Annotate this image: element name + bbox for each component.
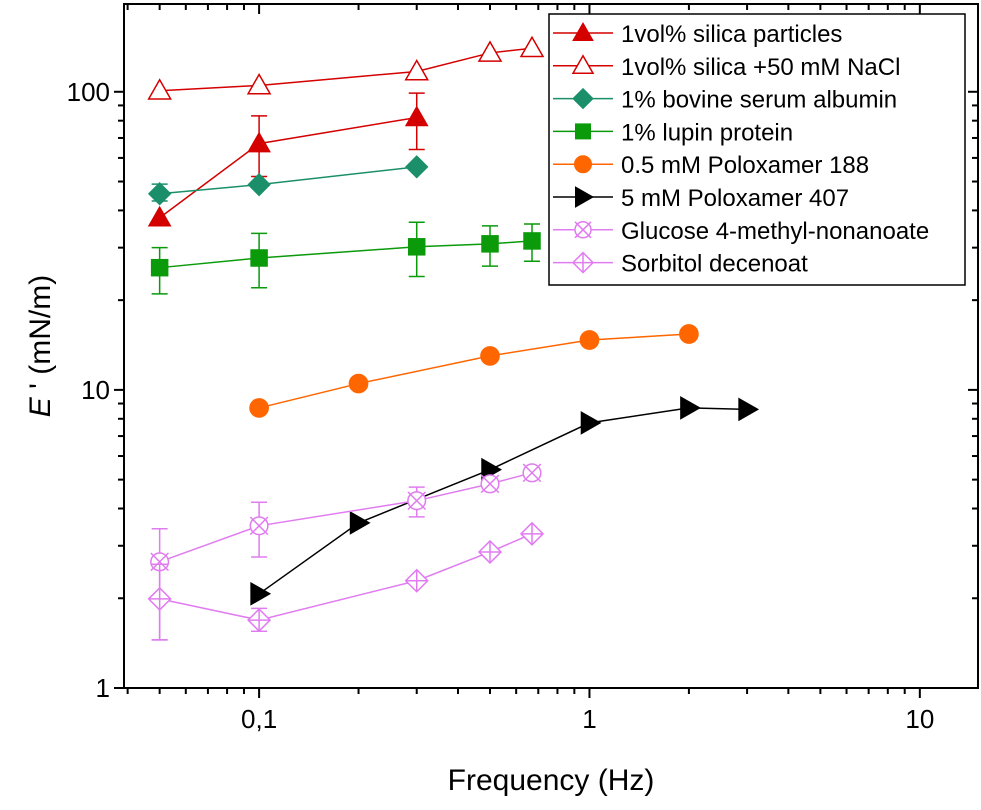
square-marker (150, 258, 169, 277)
diamond-plus-marker-cross (148, 587, 171, 610)
legend-item: 5 mM Poloxamer 407 (553, 185, 849, 212)
x-tick-label: 0,1 (241, 704, 277, 734)
y-axis-label: E ' (mN/m) (24, 275, 57, 417)
circle-x-marker-cross (574, 221, 592, 239)
series-line (159, 240, 533, 269)
plot-frame (123, 3, 979, 689)
triangle-right-marker (738, 397, 760, 422)
legend-label: 1% bovine serum albumin (621, 87, 897, 114)
triangle-up-marker (404, 58, 430, 81)
x-tick-label: 10 (905, 704, 934, 734)
circle-x-marker-cross (249, 516, 269, 536)
circle-marker (249, 398, 269, 418)
square-marker (407, 238, 426, 256)
legend-item: 1vol% silica +50 mM NaCl (553, 54, 900, 81)
circle-x-marker-cross (522, 463, 542, 483)
triangle-up-marker (477, 40, 503, 62)
circle-marker (574, 155, 592, 174)
legend-label: Glucose 4-methyl-nonanoate (621, 218, 929, 245)
triangle-right-marker (680, 396, 701, 420)
triangle-up-marker (247, 131, 271, 153)
square-marker (523, 232, 541, 250)
series-line (159, 472, 533, 563)
y-tick-label: 100 (67, 77, 110, 107)
triangle-right-marker (575, 186, 595, 208)
series-4 (249, 324, 699, 418)
series-line (159, 166, 417, 195)
legend-label: Sorbitol decenoat (621, 251, 808, 278)
triangle-up-marker (147, 78, 172, 100)
legend-item: 1% lupin protein (553, 119, 793, 146)
legend: 1vol% silica particles 1vol% silica +50 m… (548, 13, 966, 286)
triangle-up-marker (571, 54, 595, 75)
circle-marker (679, 324, 699, 344)
y-axis-label-unit: ' (mN/m) (24, 275, 57, 397)
square-marker (575, 123, 591, 140)
legend-label: 5 mM Poloxamer 407 (621, 185, 849, 212)
circle-marker (480, 346, 500, 366)
triangle-up-marker (519, 35, 545, 58)
triangle-up-marker (572, 21, 594, 41)
legend-item: 1% bovine serum albumin (553, 87, 897, 114)
triangle-up-marker (147, 205, 172, 227)
square-marker (481, 235, 499, 253)
series-line (159, 116, 417, 219)
circle-x-marker-cross (150, 552, 169, 572)
diamond-plus-marker-cross (521, 522, 544, 545)
series-2 (147, 155, 429, 206)
diamond-plus-marker-cross (479, 540, 502, 563)
circle-marker (579, 330, 600, 350)
legend-label: 0.5 mM Poloxamer 188 (621, 152, 869, 179)
circle-x-marker-cross (407, 491, 427, 511)
y-tick-label: 1 (96, 673, 110, 703)
y-axis-label-symbol: E (24, 396, 57, 417)
legend-label: 1% lupin protein (621, 119, 793, 146)
series-1 (147, 35, 545, 100)
x-axis-label: Frequency (Hz) (448, 764, 655, 797)
triangle-up-marker (404, 105, 429, 127)
series-5 (250, 396, 760, 606)
diamond-marker (147, 182, 172, 206)
circle-x-marker-cross (480, 474, 500, 494)
diamond-marker (405, 155, 429, 179)
legend-item: Glucose 4-methyl-nonanoate (553, 218, 929, 245)
series-7 (147, 521, 545, 641)
circle-marker (348, 373, 369, 394)
x-tick-label: 1 (582, 704, 596, 734)
triangle-up-marker (246, 72, 272, 95)
diamond-plus-marker-cross (248, 609, 271, 632)
diamond-plus-marker-cross (405, 569, 428, 592)
plot-marks (147, 35, 760, 641)
legend-label: 1vol% silica +50 mM NaCl (621, 54, 900, 81)
triangle-right-marker (580, 411, 602, 435)
y-tick-label: 10 (81, 375, 110, 405)
legend-item: 0.5 mM Poloxamer 188 (553, 152, 869, 179)
axis-ticks: 0,1 1 10 1 10 100 (67, 4, 978, 734)
series-3 (150, 221, 541, 295)
triangle-right-marker (250, 581, 272, 606)
series-6 (150, 463, 542, 641)
square-marker (250, 249, 268, 267)
series-line (159, 533, 533, 621)
diamond-marker (247, 172, 271, 197)
legend-box (548, 13, 966, 286)
series-line (159, 47, 533, 92)
legend-item: 1vol% silica particles (553, 21, 842, 48)
triangle-right-marker (349, 511, 371, 535)
legend-item: Sorbitol decenoat (553, 251, 808, 278)
series-line (258, 407, 748, 595)
legend-label: 1vol% silica particles (621, 21, 842, 48)
diamond-marker (572, 87, 594, 110)
diamond-plus-marker-cross (573, 252, 593, 273)
series-line (258, 333, 689, 409)
series-0 (147, 92, 429, 227)
